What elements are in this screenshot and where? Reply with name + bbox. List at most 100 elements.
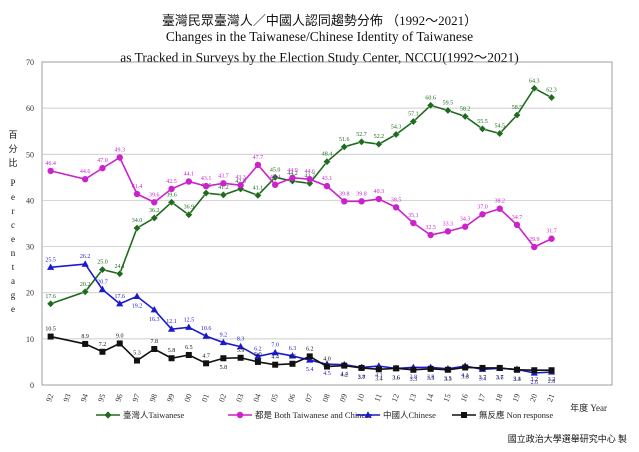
data-point <box>81 260 89 267</box>
data-label: 24.1 <box>114 264 125 270</box>
data-label: 9.0 <box>116 333 124 339</box>
data-label: 26.2 <box>80 254 91 260</box>
data-point <box>168 355 175 362</box>
data-point <box>410 219 417 227</box>
data-point <box>81 287 90 296</box>
y-tick-label: 70 <box>26 58 34 67</box>
data-label: 16.3 <box>149 317 160 323</box>
x-tick-label: 06 <box>286 393 297 404</box>
data-label: 41.1 <box>253 185 264 191</box>
legend-label: 臺灣人Taiwanese <box>123 410 184 420</box>
data-label: 34.3 <box>460 217 471 223</box>
data-point <box>115 269 124 278</box>
x-tick-label: 21 <box>545 393 556 404</box>
data-label: 39.6 <box>149 192 160 198</box>
data-label: 5.8 <box>168 348 176 354</box>
x-tick-label: 98 <box>148 393 159 404</box>
data-point <box>237 182 244 189</box>
data-point <box>357 137 366 146</box>
data-point <box>134 357 140 364</box>
x-tick-label: 04 <box>252 393 263 404</box>
data-label: 48.4 <box>322 152 333 158</box>
data-point <box>47 263 55 270</box>
data-label: 54.3 <box>391 124 402 130</box>
data-point <box>462 364 469 371</box>
data-label: 34.7 <box>512 215 523 221</box>
data-point <box>288 352 297 359</box>
data-label: 10.6 <box>201 326 212 332</box>
data-point <box>340 143 349 151</box>
data-label: 62.3 <box>546 88 557 94</box>
data-label: 33.3 <box>443 221 454 227</box>
data-label: 7.0 <box>271 343 279 349</box>
data-point <box>116 340 123 347</box>
data-label: 4.1 <box>375 373 383 379</box>
data-point <box>202 189 210 197</box>
series-line-1 <box>50 156 552 249</box>
data-point <box>202 182 210 190</box>
data-point <box>375 366 382 373</box>
data-point <box>254 352 262 359</box>
y-tick-label: 40 <box>26 196 34 205</box>
data-label: 5.9 <box>237 348 245 354</box>
data-label: 5.4 <box>306 367 314 373</box>
legend-marker <box>104 411 112 419</box>
data-label: 10.5 <box>45 327 56 333</box>
data-point <box>495 129 504 138</box>
data-label: 45.0 <box>270 167 281 173</box>
data-point <box>513 111 521 119</box>
chart-title-zh: 臺灣民眾臺灣人／中國人認同趨勢分佈 （1992～2021） <box>161 13 478 28</box>
data-label: 3.4 <box>479 376 487 382</box>
x-tick-label: 10 <box>355 393 366 404</box>
series-line-3 <box>50 335 552 372</box>
data-label: 41.4 <box>132 184 143 190</box>
x-axis-label: 年度 Year <box>570 402 607 413</box>
data-label: 52.2 <box>374 134 385 140</box>
data-point <box>479 364 486 371</box>
data-point <box>81 176 89 183</box>
data-label: 60.6 <box>425 95 436 101</box>
x-tick-label: 95 <box>96 393 107 404</box>
data-label: 12.5 <box>184 317 195 323</box>
data-point <box>272 361 279 368</box>
data-label: 8.3 <box>237 337 245 343</box>
data-point <box>220 355 227 362</box>
data-point <box>133 190 141 198</box>
data-label: 7.2 <box>99 342 107 348</box>
x-tick-label: 94 <box>79 393 90 404</box>
data-point <box>254 358 261 365</box>
data-point <box>116 154 123 161</box>
data-label: 6.5 <box>185 345 193 351</box>
data-label: 3.3 <box>410 377 418 383</box>
data-label: 3.2 <box>548 377 556 383</box>
data-label: 3.8 <box>410 374 418 380</box>
data-label: 3.3 <box>513 377 521 383</box>
x-tick-label: 08 <box>321 393 332 404</box>
data-label: 42.5 <box>166 179 177 185</box>
chart-title-en-line1: Changes in the Taiwanese/Chinese Identit… <box>165 29 474 44</box>
data-label: 54.5 <box>494 124 505 130</box>
data-point <box>116 299 124 307</box>
data-label: 36.2 <box>149 208 160 214</box>
data-point <box>133 292 141 300</box>
data-label: 25.5 <box>45 257 56 263</box>
data-label: 4.0 <box>323 357 331 363</box>
data-point <box>444 366 451 373</box>
y-tick-label: 60 <box>26 104 34 113</box>
data-label: 35.1 <box>408 213 419 219</box>
x-tick-label: 97 <box>131 393 142 404</box>
data-point <box>150 305 158 313</box>
data-point <box>254 191 262 200</box>
data-point <box>98 285 107 293</box>
data-label: 38.5 <box>391 197 402 203</box>
data-label: 3.8 <box>461 374 469 380</box>
data-label: 46.4 <box>45 161 56 167</box>
data-point <box>496 364 503 371</box>
x-tick-label: 00 <box>183 393 194 404</box>
data-label: 4.4 <box>271 355 279 361</box>
data-point <box>496 205 503 212</box>
data-label: 3.6 <box>392 375 400 381</box>
data-point <box>99 164 106 172</box>
